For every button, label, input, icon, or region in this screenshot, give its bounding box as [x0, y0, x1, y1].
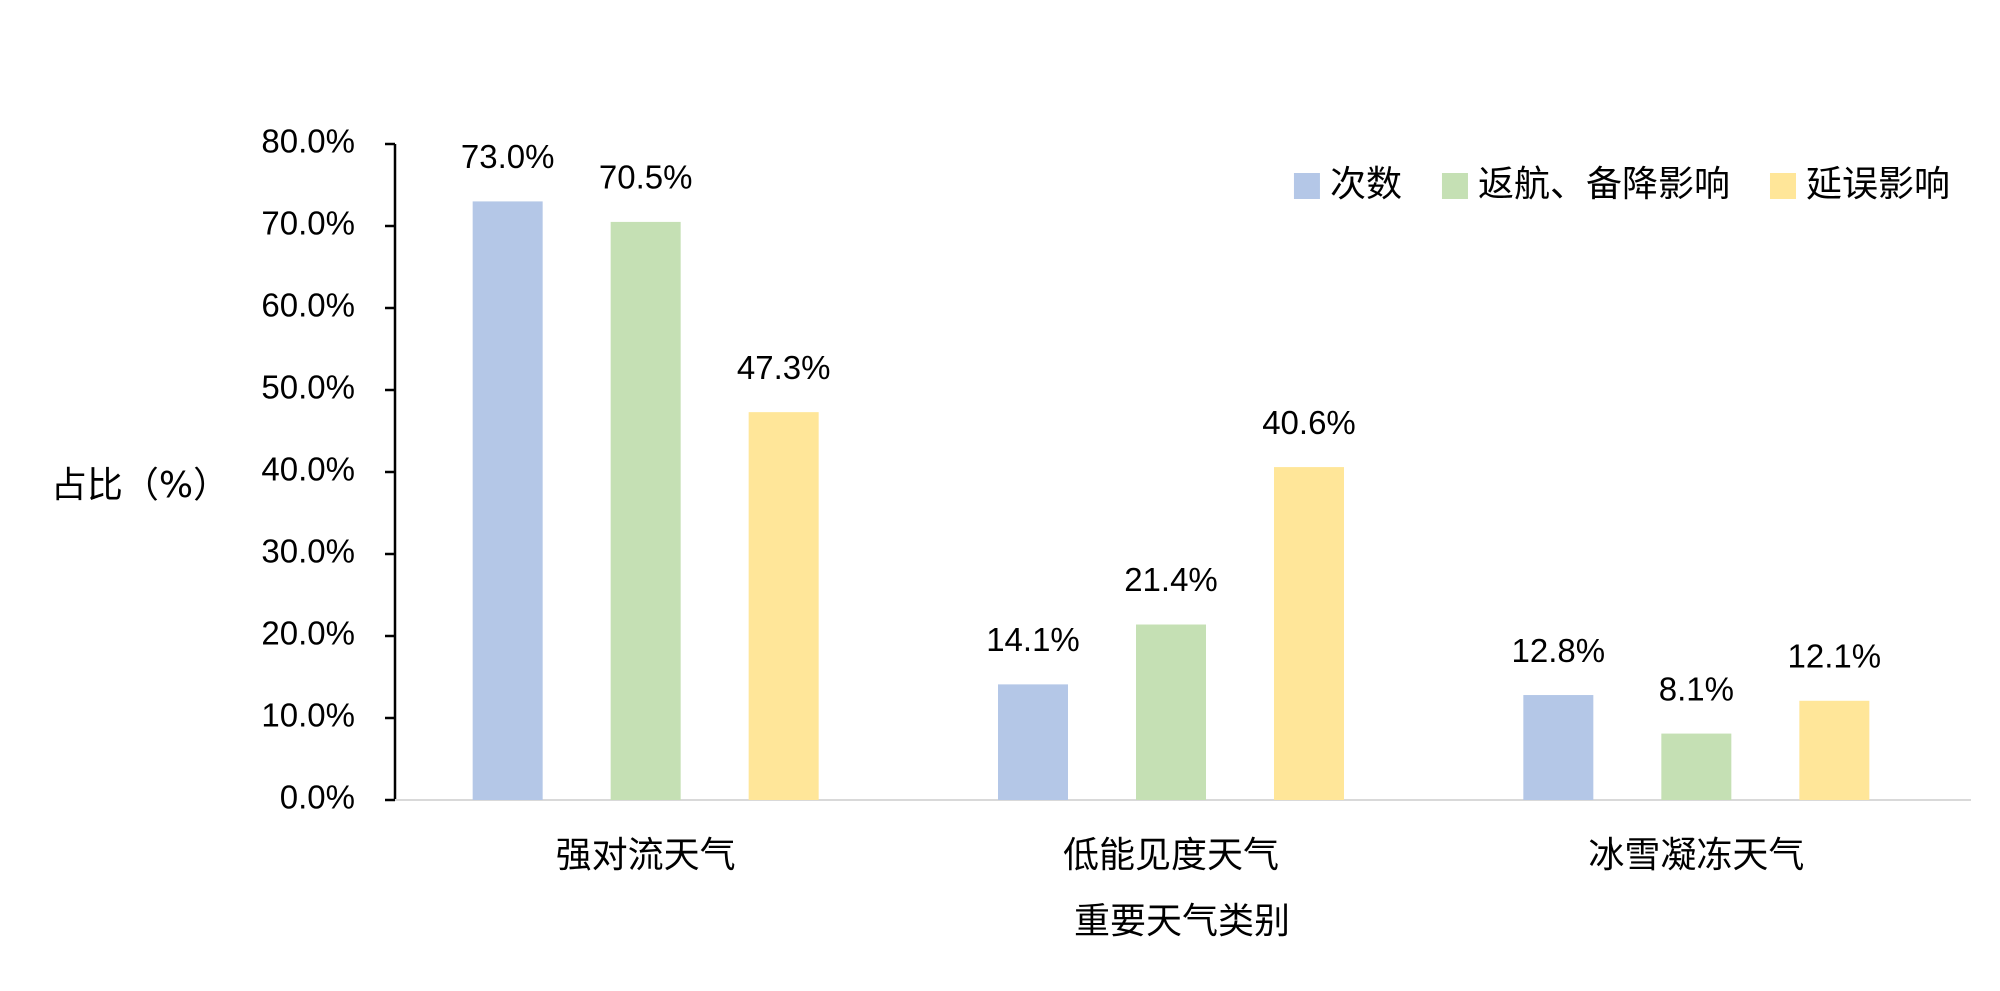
y-tick-label: 50.0%: [261, 369, 355, 406]
legend-label: 次数: [1330, 164, 1402, 205]
y-axis-label: 占比（%）: [51, 465, 229, 506]
x-tick-label: 低能见度天气: [1063, 835, 1279, 876]
legend-swatch: [1293, 173, 1320, 199]
value-label: 73.0%: [461, 138, 555, 175]
y-tick-label: 30.0%: [261, 533, 355, 570]
value-label: 8.1%: [1659, 670, 1734, 707]
legend-label: 延误影响: [1806, 164, 1950, 205]
x-tick-label: 冰雪凝冻天气: [1588, 835, 1804, 876]
value-label: 47.3%: [737, 349, 831, 386]
bar: [472, 201, 543, 800]
legend-swatch: [1441, 173, 1468, 199]
value-label: 12.1%: [1788, 637, 1882, 674]
bar: [1136, 624, 1206, 800]
y-tick-label: 40.0%: [261, 451, 355, 488]
y-tick-label: 0.0%: [280, 779, 355, 816]
bar: [1523, 695, 1594, 800]
value-label: 12.8%: [1512, 632, 1606, 669]
bar: [610, 221, 681, 800]
legend-swatch: [1769, 173, 1796, 199]
y-tick-label: 80.0%: [261, 123, 355, 160]
value-label: 40.6%: [1262, 404, 1356, 441]
x-axis-label: 重要天气类别: [1074, 901, 1290, 942]
y-tick-label: 60.0%: [261, 287, 355, 324]
bar: [748, 412, 819, 800]
value-label: 21.4%: [1124, 561, 1218, 598]
bar: [998, 684, 1068, 800]
y-tick-label: 70.0%: [261, 205, 355, 242]
value-label: 70.5%: [599, 159, 693, 196]
legend-label: 返航、备降影响: [1478, 164, 1730, 205]
bar: [1661, 733, 1732, 800]
bar: [1274, 467, 1344, 800]
y-tick-label: 20.0%: [261, 615, 355, 652]
y-tick-label: 10.0%: [261, 697, 355, 734]
x-tick-label: 强对流天气: [556, 835, 736, 876]
value-label: 14.1%: [986, 621, 1080, 658]
bar: [1799, 700, 1870, 800]
